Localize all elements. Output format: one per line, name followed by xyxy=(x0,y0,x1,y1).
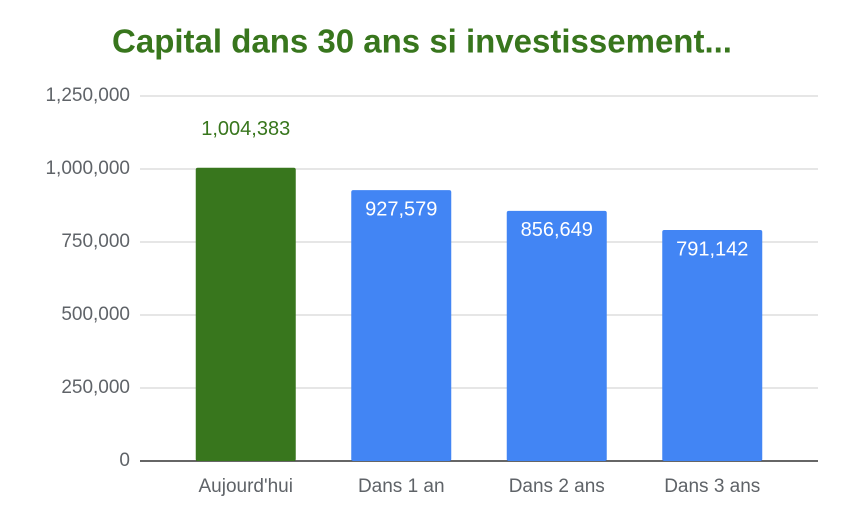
bar xyxy=(506,210,607,461)
data-label: 927,579 xyxy=(365,198,437,220)
chart-title: Capital dans 30 ans si investissement... xyxy=(112,23,732,60)
y-tick-label: 500,000 xyxy=(61,304,130,325)
bar xyxy=(662,229,763,461)
y-tick-label: 1,250,000 xyxy=(45,85,130,106)
bar xyxy=(195,167,296,462)
x-tick-label: Aujourd'hui xyxy=(199,476,293,497)
x-tick-label: Dans 2 ans xyxy=(509,476,605,497)
y-tick-label: 750,000 xyxy=(61,231,130,252)
x-tick-label: Dans 3 ans xyxy=(664,476,760,497)
data-label: 856,649 xyxy=(521,219,593,241)
x-tick-label: Dans 1 an xyxy=(358,476,445,497)
bar xyxy=(351,190,452,462)
data-label: 791,142 xyxy=(676,238,748,260)
data-label: 1,004,383 xyxy=(201,118,290,140)
y-tick-label: 1,000,000 xyxy=(45,158,130,179)
y-tick-label: 250,000 xyxy=(61,377,130,398)
y-tick-label: 0 xyxy=(119,450,130,471)
